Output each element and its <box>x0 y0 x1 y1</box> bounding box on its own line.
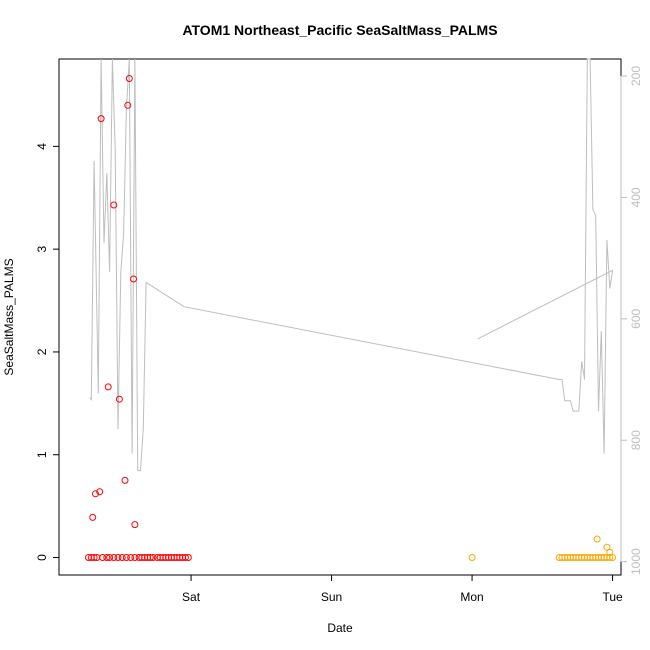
scatter-point <box>149 554 157 561</box>
scatter-point <box>104 383 112 391</box>
scatter-point <box>184 554 192 561</box>
y-tick-label: 4 <box>35 143 49 150</box>
scatter-point <box>106 554 114 561</box>
y2-tick-label: 200 <box>629 66 643 86</box>
scatter-point <box>122 554 130 561</box>
chart-title: ATOM1 Northeast_Pacific SeaSaltMass_PALM… <box>182 22 497 38</box>
scatter-point <box>146 554 154 561</box>
y-axis-left: 0 1 2 3 4 <box>35 143 60 561</box>
scatter-point <box>130 275 137 283</box>
scatter-point <box>131 554 139 561</box>
y-tick-label: 2 <box>35 348 49 355</box>
y-axis-label: SeaSaltMass_PALMS <box>2 258 16 375</box>
x-tick-label: Sat <box>182 590 201 604</box>
y2-tick-label: 600 <box>629 308 643 328</box>
x-tick-label: Sun <box>321 590 342 604</box>
y2-tick-label: 1000 <box>629 548 643 575</box>
scatter-point <box>114 554 122 561</box>
scatter-point <box>115 395 123 403</box>
scatter-point <box>121 476 129 484</box>
plot-frame <box>58 58 622 576</box>
plot-area <box>85 58 617 561</box>
x-tick-label: Mon <box>460 590 483 604</box>
scatter-point <box>606 554 614 561</box>
scatter-point <box>110 201 118 209</box>
y-tick-label: 0 <box>35 554 49 561</box>
scatter-point <box>110 554 118 561</box>
scatter-point <box>99 554 107 561</box>
scatter-point <box>603 543 611 551</box>
scatter-point <box>97 115 105 123</box>
x-axis: Sat Sun Mon Tue <box>182 574 623 604</box>
scatter-point <box>131 521 139 529</box>
scatter-point <box>124 101 132 109</box>
scatter-point <box>606 548 614 556</box>
scatter-point <box>468 554 476 561</box>
scatter-point <box>593 535 601 543</box>
scatter-point <box>90 554 98 561</box>
scatter-point <box>92 490 99 498</box>
y-tick-label: 1 <box>35 451 49 458</box>
points-layer <box>85 75 617 561</box>
y2-tick-label: 400 <box>629 187 643 207</box>
line-series <box>89 58 614 472</box>
y-tick-label: 3 <box>35 246 49 253</box>
x-tick-label: Tue <box>602 590 623 604</box>
scatter-point <box>127 554 135 561</box>
y-axis-right: 200 400 600 800 1000 <box>620 66 643 575</box>
scatter-point <box>125 75 133 82</box>
line-series-layer <box>89 58 614 472</box>
y2-tick-label: 800 <box>629 430 643 450</box>
scatter-point <box>118 554 126 561</box>
scatter-point <box>89 513 97 521</box>
scatter-point <box>96 488 104 496</box>
scatter-point <box>103 554 111 561</box>
x-axis-label: Date <box>327 621 353 635</box>
scatter-point <box>181 554 189 561</box>
